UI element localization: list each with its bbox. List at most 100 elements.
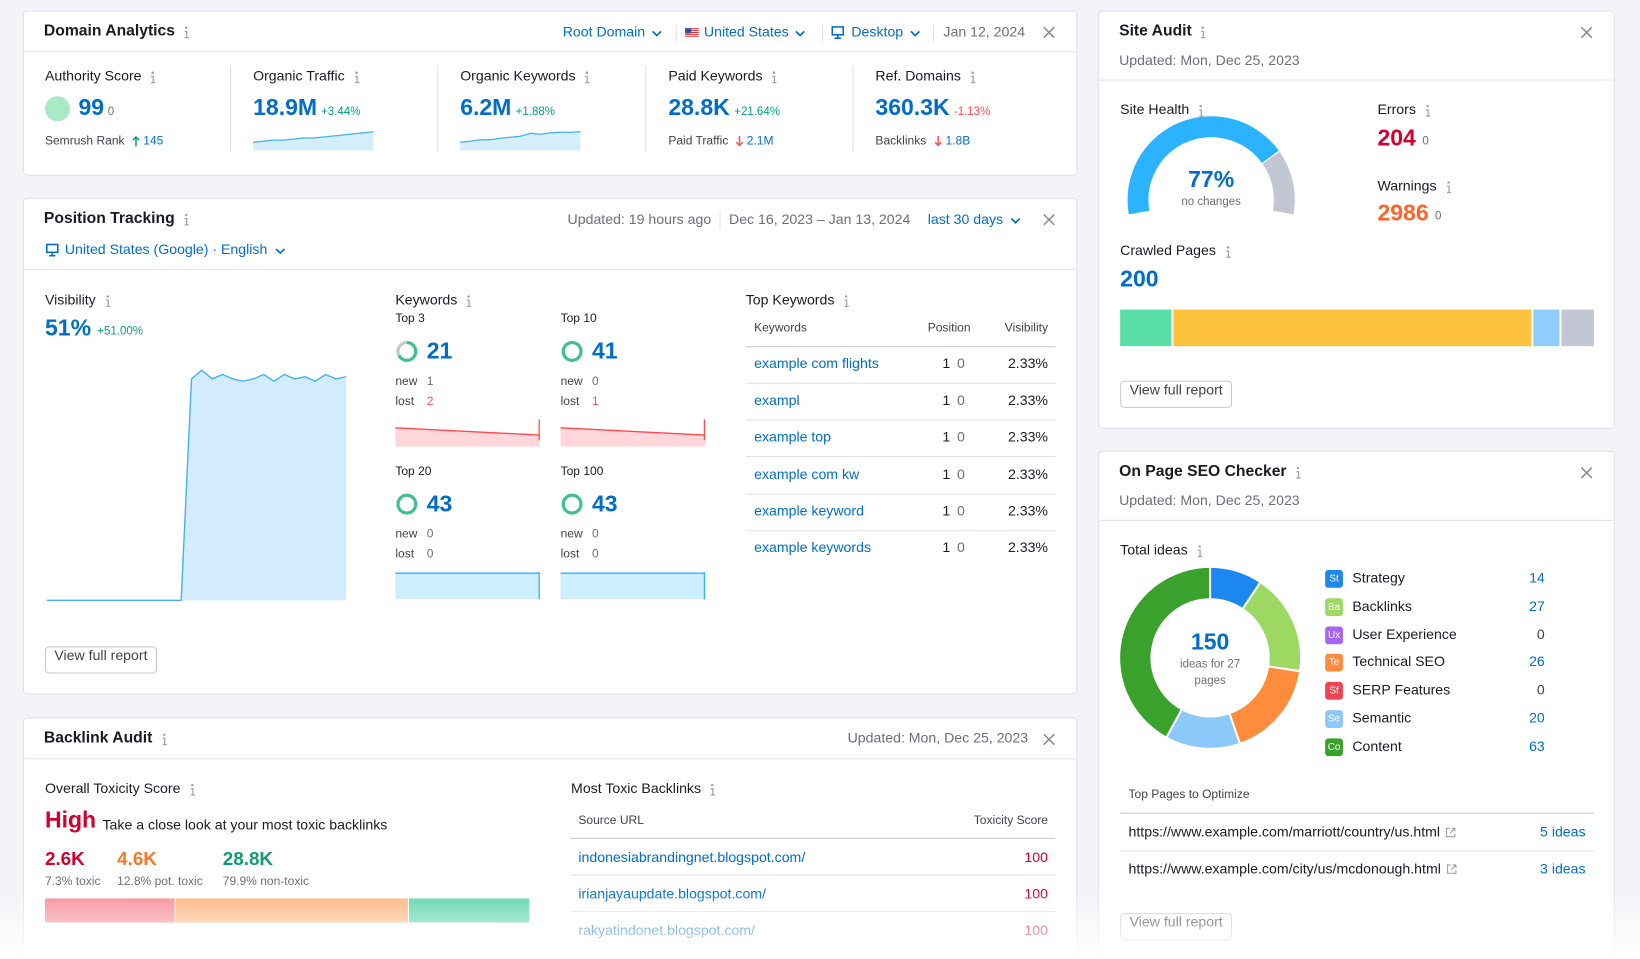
ring-fg — [396, 493, 418, 515]
close-x — [1043, 213, 1055, 226]
keyword-link[interactable]: example keywords — [754, 539, 872, 556]
info-stem — [772, 75, 777, 84]
keyword-position: 1 — [942, 429, 951, 445]
lost-label: lost — [395, 548, 415, 561]
on-page-seo-card: On Page SEO Checker Updated: Mon, Dec 25,… — [1098, 450, 1615, 959]
gauge-value — [1127, 116, 1279, 215]
top-keywords-label: Top Keywords — [745, 291, 835, 308]
group-sparkline-area — [395, 573, 540, 600]
card-title: Domain Analytics — [43, 21, 175, 40]
info-icon — [184, 213, 189, 226]
new-value: 0 — [591, 528, 599, 541]
info-dot — [1226, 246, 1230, 249]
visibility-chart — [47, 369, 347, 602]
warnings-value: 2986 — [1377, 199, 1429, 226]
divider — [1120, 812, 1594, 814]
slice-gap — [1267, 665, 1301, 673]
external-link — [1445, 827, 1456, 838]
slice-gap — [1228, 712, 1242, 745]
toxicity-level: High — [44, 806, 97, 833]
info-icon — [151, 71, 156, 84]
close-x — [1043, 26, 1055, 39]
total-ideas-note: ideas for 27 pages — [1180, 657, 1241, 688]
keyword-link[interactable]: exampl — [754, 392, 800, 409]
group-name: Top 20 — [395, 465, 432, 478]
toxicity-stat-value: 4.6K — [117, 848, 157, 870]
close-button[interactable] — [1580, 466, 1593, 479]
info-icon — [355, 71, 360, 84]
category-name: User Experience — [1352, 626, 1457, 642]
chevron — [652, 30, 662, 37]
metric-sub-label: Paid Traffic — [668, 134, 729, 148]
view-report-button[interactable]: View full report — [1120, 380, 1233, 408]
toxicity-stat-label: 79.9% non-toxic — [222, 875, 310, 888]
info-dot — [184, 213, 188, 217]
arrow — [934, 135, 942, 147]
slice-gap — [1241, 581, 1262, 610]
close-button[interactable] — [1043, 733, 1055, 746]
group-value: 43 — [426, 490, 453, 517]
site-audit-card: Site Audit Updated: Mon, Dec 25, 2023 Site… — [1098, 10, 1615, 429]
close-button[interactable] — [1580, 26, 1593, 39]
new-label: new — [395, 375, 418, 389]
metric-label: Organic Keywords — [460, 67, 576, 84]
trend-arrow — [735, 135, 744, 147]
info-icon — [466, 295, 472, 308]
site-health-value: 77% — [1188, 166, 1235, 193]
total-ideas-value: 150 — [1190, 628, 1230, 655]
crawled-segment — [1533, 309, 1560, 347]
keyword-link[interactable]: example com flights — [754, 355, 879, 372]
close-button[interactable] — [1043, 213, 1055, 226]
keyword-change: 0 — [956, 429, 965, 445]
card-title: On Page SEO Checker — [1119, 462, 1287, 481]
updated-text: Updated: Mon, Dec 25, 2023 — [847, 730, 1029, 746]
group-ring — [396, 493, 418, 515]
view-report-button[interactable]: View full report — [44, 646, 157, 674]
info-dot — [1198, 545, 1201, 548]
backlink-url[interactable]: indonesiabrandingnet.blogspot.com/ — [578, 849, 806, 865]
monitor-stand — [49, 252, 56, 257]
chevron — [275, 248, 286, 255]
site-health-label: Site Health — [1120, 101, 1190, 118]
info-dot — [585, 71, 589, 74]
sparkline-line — [253, 131, 374, 143]
divider — [745, 419, 1056, 421]
warnings-label: Warnings — [1377, 177, 1437, 194]
sparkline — [253, 131, 374, 151]
close-x — [1580, 26, 1593, 39]
category-value: 0 — [1536, 682, 1545, 698]
chevron-line — [1010, 218, 1021, 224]
metric-sub-value: 1.8B — [945, 134, 971, 148]
authority-badge — [44, 96, 71, 122]
sparkline — [460, 131, 581, 151]
updated-text: Updated: 19 hours ago — [567, 211, 712, 227]
category-value: 26 — [1529, 654, 1545, 670]
new-label: new — [560, 375, 583, 389]
location-dropdown[interactable]: United States (Google) · English — [64, 241, 268, 258]
info-dot — [106, 295, 109, 298]
flag-stripe — [685, 28, 699, 30]
group-sparkline-line — [560, 427, 705, 436]
filter-dropdown[interactable]: Root Domain — [562, 24, 646, 40]
category-icon: Ux — [1325, 626, 1343, 644]
separator — [675, 25, 677, 42]
card-title: Backlink Audit — [43, 728, 153, 747]
keyword-position: 1 — [942, 355, 951, 372]
info-stem — [162, 737, 167, 746]
info-stem — [844, 299, 849, 308]
external-link-icon — [1445, 827, 1456, 838]
period-dropdown[interactable]: last 30 days — [927, 211, 1004, 227]
monitor-stand — [834, 34, 841, 39]
updated-text: Updated: Mon, Dec 25, 2023 — [1119, 492, 1300, 509]
info-stem — [151, 75, 156, 84]
close-button[interactable] — [1043, 26, 1055, 39]
keyword-link[interactable]: example com kw — [754, 466, 860, 482]
errors-delta: 0 — [1422, 134, 1429, 148]
keyword-visibility: 2.33% — [1007, 392, 1048, 409]
filter-dropdown[interactable]: Desktop — [851, 24, 904, 40]
category-value: 20 — [1529, 710, 1545, 726]
keyword-link[interactable]: example keyword — [754, 502, 864, 519]
sparkline-area — [253, 131, 374, 151]
filter-dropdown[interactable]: United States — [703, 24, 789, 40]
keyword-link[interactable]: example top — [754, 429, 832, 445]
